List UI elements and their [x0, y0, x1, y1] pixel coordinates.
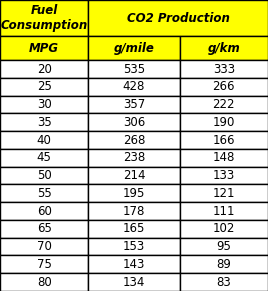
- Bar: [180, 96, 268, 113]
- Text: 25: 25: [37, 80, 52, 93]
- Text: 153: 153: [123, 240, 145, 253]
- Text: MPG: MPG: [29, 42, 59, 55]
- Bar: [0, 60, 88, 78]
- Text: 30: 30: [37, 98, 52, 111]
- Text: 148: 148: [213, 151, 235, 164]
- Text: 111: 111: [213, 205, 235, 218]
- Text: 102: 102: [213, 222, 235, 235]
- Bar: [88, 220, 180, 238]
- Text: 75: 75: [37, 258, 52, 271]
- Text: 143: 143: [123, 258, 145, 271]
- Text: Fuel
Consumption: Fuel Consumption: [1, 4, 88, 32]
- Bar: [180, 167, 268, 184]
- Bar: [0, 96, 88, 113]
- Bar: [88, 0, 268, 36]
- Text: 95: 95: [216, 240, 231, 253]
- Text: 214: 214: [123, 169, 145, 182]
- Bar: [0, 131, 88, 149]
- Bar: [180, 36, 268, 60]
- Text: 178: 178: [123, 205, 145, 218]
- Bar: [0, 273, 88, 291]
- Text: 55: 55: [37, 187, 52, 200]
- Text: 20: 20: [37, 63, 52, 76]
- Text: 40: 40: [37, 134, 52, 147]
- Bar: [180, 149, 268, 167]
- Text: 357: 357: [123, 98, 145, 111]
- Bar: [0, 184, 88, 202]
- Bar: [0, 78, 88, 96]
- Bar: [0, 255, 88, 273]
- Bar: [88, 131, 180, 149]
- Text: 268: 268: [123, 134, 145, 147]
- Text: 65: 65: [37, 222, 52, 235]
- Bar: [88, 96, 180, 113]
- Bar: [0, 149, 88, 167]
- Text: 45: 45: [37, 151, 52, 164]
- Text: 266: 266: [213, 80, 235, 93]
- Bar: [180, 202, 268, 220]
- Bar: [88, 255, 180, 273]
- Bar: [180, 255, 268, 273]
- Text: 190: 190: [213, 116, 235, 129]
- Text: 50: 50: [37, 169, 52, 182]
- Bar: [180, 220, 268, 238]
- Text: 195: 195: [123, 187, 145, 200]
- Bar: [180, 113, 268, 131]
- Bar: [0, 0, 88, 36]
- Bar: [0, 36, 88, 60]
- Text: 222: 222: [213, 98, 235, 111]
- Text: 121: 121: [213, 187, 235, 200]
- Text: g/mile: g/mile: [114, 42, 154, 55]
- Bar: [88, 78, 180, 96]
- Bar: [88, 238, 180, 255]
- Text: 133: 133: [213, 169, 235, 182]
- Text: 165: 165: [123, 222, 145, 235]
- Text: g/km: g/km: [207, 42, 240, 55]
- Bar: [0, 238, 88, 255]
- Bar: [0, 202, 88, 220]
- Text: 35: 35: [37, 116, 52, 129]
- Bar: [88, 113, 180, 131]
- Bar: [180, 273, 268, 291]
- Bar: [88, 273, 180, 291]
- Bar: [180, 131, 268, 149]
- Text: 60: 60: [37, 205, 52, 218]
- Bar: [0, 220, 88, 238]
- Bar: [88, 149, 180, 167]
- Bar: [180, 78, 268, 96]
- Bar: [180, 238, 268, 255]
- Text: 89: 89: [216, 258, 231, 271]
- Bar: [180, 184, 268, 202]
- Text: 238: 238: [123, 151, 145, 164]
- Bar: [88, 184, 180, 202]
- Text: CO2 Production: CO2 Production: [127, 12, 230, 25]
- Text: 83: 83: [216, 276, 231, 289]
- Text: 306: 306: [123, 116, 145, 129]
- Bar: [180, 60, 268, 78]
- Bar: [88, 60, 180, 78]
- Text: 166: 166: [213, 134, 235, 147]
- Bar: [0, 167, 88, 184]
- Bar: [88, 202, 180, 220]
- Text: 134: 134: [123, 276, 145, 289]
- Text: 428: 428: [123, 80, 145, 93]
- Text: 333: 333: [213, 63, 235, 76]
- Text: 80: 80: [37, 276, 52, 289]
- Text: 535: 535: [123, 63, 145, 76]
- Bar: [88, 167, 180, 184]
- Text: 70: 70: [37, 240, 52, 253]
- Bar: [0, 113, 88, 131]
- Bar: [88, 36, 180, 60]
